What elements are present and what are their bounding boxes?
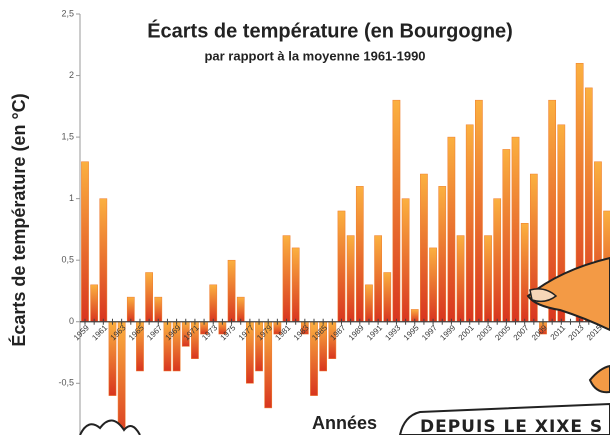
bar bbox=[292, 248, 299, 322]
bar bbox=[100, 199, 107, 322]
x-tick-label: 2001 bbox=[457, 323, 476, 342]
bar bbox=[228, 260, 235, 322]
x-tick-label: 2013 bbox=[567, 323, 586, 342]
x-tick-label: 1989 bbox=[347, 323, 366, 342]
bar bbox=[420, 174, 427, 322]
cartoon-hand bbox=[590, 366, 610, 392]
y-tick-label: -0,5 bbox=[58, 378, 74, 388]
bar bbox=[457, 236, 464, 322]
x-tick-label: 1967 bbox=[145, 323, 164, 342]
x-tick-label: 2007 bbox=[512, 323, 531, 342]
y-tick-label: 2,5 bbox=[61, 8, 74, 18]
bar bbox=[475, 100, 482, 322]
bar bbox=[384, 273, 391, 322]
chart-title: Écarts de température (en Bourgogne) bbox=[147, 19, 513, 42]
bar bbox=[146, 273, 153, 322]
y-axis-label: Écarts de température (en °C) bbox=[8, 93, 29, 346]
bar bbox=[283, 236, 290, 322]
bar bbox=[127, 297, 134, 322]
cartoon-figure bbox=[80, 420, 140, 435]
bar bbox=[402, 199, 409, 322]
bar bbox=[466, 125, 473, 322]
bar bbox=[439, 186, 446, 321]
annotation: DEPUIS LE XIXE S bbox=[420, 417, 603, 435]
x-tick-label: 1991 bbox=[365, 323, 384, 342]
bar bbox=[210, 285, 217, 322]
bar bbox=[448, 137, 455, 322]
bar bbox=[347, 236, 354, 322]
x-tick-label: 2003 bbox=[475, 323, 494, 342]
bar bbox=[503, 149, 510, 321]
bar bbox=[118, 322, 125, 435]
bar bbox=[494, 199, 501, 322]
y-tick-label: 1 bbox=[69, 193, 74, 203]
bar bbox=[512, 137, 519, 322]
y-tick-label: 0 bbox=[69, 316, 74, 326]
bar bbox=[521, 223, 528, 321]
bar bbox=[155, 297, 162, 322]
x-tick-label: 1995 bbox=[402, 323, 421, 342]
bar bbox=[81, 162, 88, 322]
bar bbox=[365, 285, 372, 322]
y-tick-label: 0,5 bbox=[61, 255, 74, 265]
bar bbox=[393, 100, 400, 322]
x-tick-label: 1999 bbox=[438, 323, 457, 342]
y-tick-label: 2 bbox=[69, 70, 74, 80]
bar bbox=[429, 248, 436, 322]
x-axis-label: Années bbox=[312, 413, 377, 433]
x-tick-label: 1993 bbox=[383, 323, 402, 342]
chart: -0,500,511,522,5195919611963196519671969… bbox=[0, 0, 610, 435]
x-tick-label: 1961 bbox=[90, 323, 109, 342]
bar bbox=[375, 236, 382, 322]
x-tick-label: 2011 bbox=[549, 323, 568, 342]
y-tick-label: 1,5 bbox=[61, 131, 74, 141]
bar bbox=[356, 186, 363, 321]
x-tick-label: 1997 bbox=[420, 323, 439, 342]
bar bbox=[91, 285, 98, 322]
x-tick-label: 2005 bbox=[493, 323, 512, 342]
bar bbox=[338, 211, 345, 322]
x-tick-label: 1959 bbox=[72, 323, 91, 342]
chart-subtitle: par rapport à la moyenne 1961-1990 bbox=[204, 48, 425, 63]
bar bbox=[237, 297, 244, 322]
bar bbox=[484, 236, 491, 322]
